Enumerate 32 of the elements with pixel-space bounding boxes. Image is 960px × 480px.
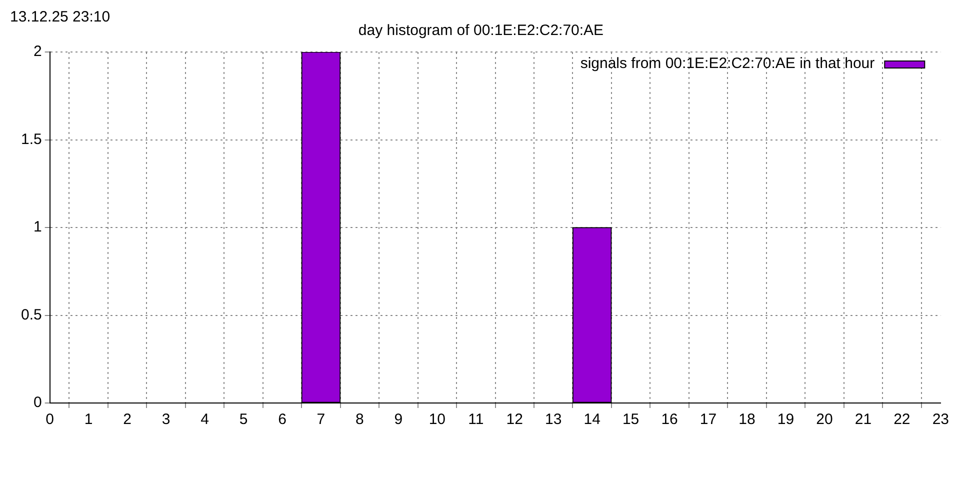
chart-title: day histogram of 00:1E:E2:C2:70:AE bbox=[358, 22, 604, 40]
x-tick-label: 5 bbox=[239, 411, 248, 428]
x-tick-label: 6 bbox=[278, 411, 286, 428]
x-tick-label: 4 bbox=[200, 411, 209, 428]
x-tick-label: 7 bbox=[316, 411, 326, 428]
text: 13.12.25 23:10 bbox=[10, 8, 110, 26]
x-tick-label: 2 bbox=[123, 411, 132, 428]
x-tick-label: 20 bbox=[816, 411, 833, 428]
x-tick-label: 8 bbox=[356, 411, 364, 428]
x-tick-label: 3 bbox=[162, 411, 170, 428]
x-tick-label: 22 bbox=[894, 411, 910, 428]
y-tick-label: 1 bbox=[34, 218, 42, 236]
x-tick-label: 17 bbox=[700, 411, 717, 428]
x-tick-label: 12 bbox=[506, 411, 523, 428]
x-tick-label: 23 bbox=[932, 411, 949, 428]
x-tick-label: 1 bbox=[84, 411, 93, 428]
x-tick-label: 9 bbox=[394, 411, 403, 428]
x-tick-label: 11 bbox=[468, 411, 484, 428]
x-tick-label: 21 bbox=[854, 411, 872, 428]
x-tick-label: 18 bbox=[738, 411, 756, 428]
x-tick-label: 16 bbox=[661, 411, 678, 428]
legend-label: signals from 00:1E:E2:C2:70:AE in that hour bbox=[580, 55, 875, 72]
x-tick-label: 19 bbox=[777, 411, 794, 428]
x-tick-label: 0 bbox=[46, 411, 54, 428]
x-tick-label: 10 bbox=[428, 411, 446, 428]
y-tick-label: 0 bbox=[34, 394, 42, 412]
y-tick-label: 2 bbox=[34, 43, 42, 60]
x-tick-label: 15 bbox=[622, 411, 640, 428]
y-tick-label: 1.5 bbox=[20, 130, 42, 148]
x-tick-label: 13 bbox=[545, 411, 562, 428]
y-tick-label: 0.5 bbox=[20, 306, 42, 324]
x-tick-label: 14 bbox=[584, 411, 600, 428]
